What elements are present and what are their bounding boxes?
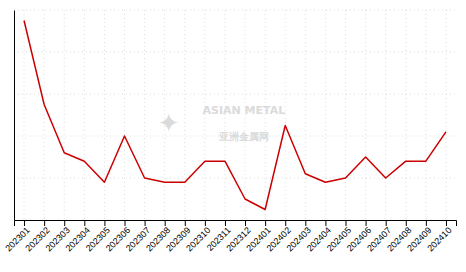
x-axis-line — [15, 221, 457, 227]
x-grid-line — [64, 10, 65, 220]
x-grid-line — [365, 10, 366, 220]
x-grid-line — [325, 10, 326, 220]
x-grid-line — [124, 10, 125, 220]
series — [24, 21, 446, 210]
x-tick-label: 202410 — [425, 225, 453, 253]
x-axis: 2023012023022023032023042023052023062023… — [3, 220, 456, 253]
plot: ASIAN METAL 亚洲金属网 ✦ 20230120230220230320230… — [3, 10, 456, 253]
x-grid-line — [84, 10, 85, 220]
watermark: ASIAN METAL — [202, 104, 285, 117]
x-grid-line — [24, 10, 25, 220]
x-grid-line — [385, 10, 386, 220]
x-tick: 202410 — [425, 220, 453, 253]
x-grid-line — [305, 10, 306, 220]
y-axis — [14, 11, 16, 221]
x-grid-line — [405, 10, 406, 220]
y-grid-line — [14, 10, 456, 11]
line — [24, 21, 446, 210]
x-grid-line — [144, 10, 145, 220]
y-grid-line — [14, 178, 456, 179]
y-grid-line — [14, 52, 456, 53]
x-grid-line — [44, 10, 45, 220]
annotations: ASIAN METAL 亚洲金属网 ✦ — [158, 104, 285, 141]
y-grid-line — [14, 94, 456, 95]
x-grid-line — [104, 10, 105, 220]
chart: ASIAN METAL 亚洲金属网 ✦ 20230120230220230320230… — [0, 0, 466, 272]
x-grid-line — [184, 10, 185, 220]
grid — [14, 10, 456, 220]
x-grid-line — [445, 10, 446, 220]
watermark: 亚洲金属网 — [218, 131, 269, 142]
x-grid-line — [345, 10, 346, 220]
watermark: ✦ — [158, 108, 180, 138]
y-axis-line — [14, 11, 15, 221]
x-grid-line — [425, 10, 426, 220]
